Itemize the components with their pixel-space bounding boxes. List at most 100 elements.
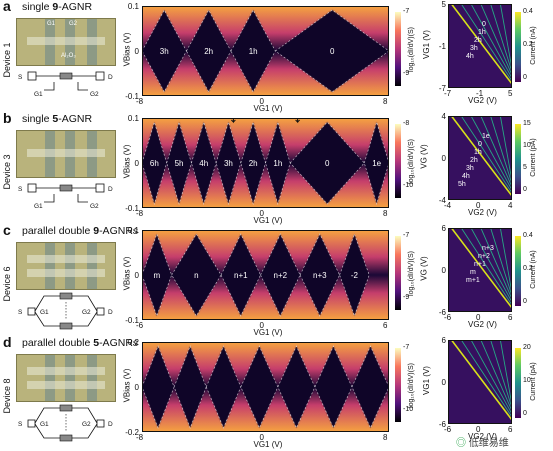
right-colorbar-tick: 10 xyxy=(523,377,531,384)
device-label: Device 6 xyxy=(2,266,12,302)
region-label: 1e xyxy=(372,159,381,168)
region-label: 0 xyxy=(330,47,335,56)
right-y-tick-label: 4 xyxy=(441,112,446,121)
x-tick-label: -6 xyxy=(136,321,144,330)
region-label: 0 xyxy=(325,159,330,168)
colorbar-tick: -7 xyxy=(403,8,410,15)
right-colorbar-tick: 15 xyxy=(523,120,531,127)
colorbar-tick: -7 xyxy=(403,344,410,351)
right-colorbar-tick: 0 xyxy=(523,298,527,305)
panel-letter: a xyxy=(3,0,11,14)
right-x-axis-label: VG2 (V) xyxy=(468,96,497,105)
state-label: 3h xyxy=(470,45,478,52)
sem-image xyxy=(16,130,116,178)
right-x-tick-label: 6 xyxy=(508,313,513,322)
panel-a: a single 9-AGNR Device 1 G1 G2 Al₂O₃ S D G1 G2 3h 2… xyxy=(0,0,553,113)
charge-stability-map: n+3 n+2 n+1 m m+1 xyxy=(448,225,513,312)
state-label: 2h xyxy=(474,37,482,44)
region-label: n+2 xyxy=(274,271,288,280)
right-x-axis-label: VG2 (V) xyxy=(468,320,497,329)
sem-label: G2 xyxy=(69,21,78,27)
region-label: 1h xyxy=(249,47,258,56)
x-tick-label: -8 xyxy=(136,209,144,218)
right-y-tick-label: -1 xyxy=(438,42,446,51)
sem-image xyxy=(16,354,116,402)
right-y-tick-label: -4 xyxy=(438,196,446,205)
right-y-tick-label: -7 xyxy=(438,84,446,93)
x-tick-label: 0 xyxy=(259,433,264,442)
x-tick-label: -8 xyxy=(136,97,144,106)
right-colorbar-label: Current (nA) xyxy=(529,26,537,65)
svg-text:D: D xyxy=(108,186,113,193)
y-tick-label: -0.2 xyxy=(125,428,139,437)
panel-letter: b xyxy=(3,110,12,126)
right-y-tick-label: 6 xyxy=(441,224,446,233)
state-label: 2h xyxy=(470,157,478,164)
device-label: Device 8 xyxy=(2,378,12,414)
y-tick-label: 0 xyxy=(134,159,139,168)
right-x-tick-label: -4 xyxy=(444,201,452,210)
svg-text:D: D xyxy=(108,74,113,81)
right-x-tick-label: -6 xyxy=(444,313,452,322)
right-colorbar xyxy=(515,348,521,418)
device-label: Device 1 xyxy=(2,42,12,78)
y-tick-label: 0.1 xyxy=(127,2,139,11)
device-schematic: S D G1 G2 xyxy=(14,178,118,222)
right-y-axis-label: VG1 (V) xyxy=(421,366,431,395)
x-axis-label: VG1 (V) xyxy=(253,328,283,337)
region-label: 2h xyxy=(249,159,258,168)
panel-d: d parallel double 5-AGNRs Device 8 S D G1 G2 VB… xyxy=(0,334,553,449)
y-tick-label: 0.1 xyxy=(127,226,139,235)
right-colorbar-tick: 0 xyxy=(523,186,527,193)
right-colorbar-label: Current (pA) xyxy=(529,138,537,177)
right-colorbar xyxy=(515,12,521,82)
colorbar-tick: -9 xyxy=(403,294,410,301)
right-x-tick-label: 4 xyxy=(508,201,513,210)
state-label: 5h xyxy=(458,181,466,188)
svg-text:S: S xyxy=(18,421,23,428)
svg-text:G1: G1 xyxy=(34,91,43,98)
right-x-tick-label: 0 xyxy=(476,201,481,210)
panel-title: single 9-AGNR xyxy=(22,1,93,13)
sem-image xyxy=(16,242,116,290)
panel-title: parallel double 9-AGNRs xyxy=(22,225,139,237)
region-label: 3h xyxy=(224,159,233,168)
stability-diagram xyxy=(142,342,389,432)
svg-text:G2: G2 xyxy=(82,309,91,316)
region-label: 4h xyxy=(199,159,208,168)
svg-text:G1: G1 xyxy=(34,203,43,210)
colorbar xyxy=(395,12,401,86)
region-label: n+3 xyxy=(313,271,327,280)
svg-text:G2: G2 xyxy=(90,91,99,98)
state-label: 1e xyxy=(482,133,490,140)
svg-text:G2: G2 xyxy=(90,203,99,210)
panel-letter: d xyxy=(3,334,12,350)
wechat-icon: ◎ xyxy=(456,438,466,449)
state-label: 3h xyxy=(466,165,474,172)
state-label: 1h xyxy=(474,149,482,156)
svg-text:D: D xyxy=(108,309,113,316)
y-tick-label: -0.1 xyxy=(125,92,139,101)
device-label: Device 3 xyxy=(2,154,12,190)
svg-text:S: S xyxy=(18,186,23,193)
svg-text:G1: G1 xyxy=(40,309,49,316)
colorbar xyxy=(395,124,401,198)
device-schematic: S D G1 G2 xyxy=(14,402,118,446)
colorbar-tick: -8 xyxy=(403,120,410,127)
panel-title: single 5-AGNR xyxy=(22,113,93,125)
right-y-axis-label: VG (V) xyxy=(419,256,429,281)
right-x-tick-label: -6 xyxy=(444,425,452,434)
colorbar-tick: -9 xyxy=(403,70,410,77)
y-tick-label: -0.1 xyxy=(125,316,139,325)
state-label: 4h xyxy=(466,53,474,60)
right-colorbar-tick: 5 xyxy=(523,164,527,171)
x-axis-label: VG1 (V) xyxy=(253,440,283,449)
svg-text:D: D xyxy=(108,421,113,428)
state-label: n+2 xyxy=(478,253,490,260)
state-label: m+1 xyxy=(466,277,480,284)
sem-image: G1 G2 Al₂O₃ xyxy=(16,18,116,66)
y-tick-label: 0 xyxy=(134,271,139,280)
colorbar xyxy=(395,236,401,310)
colorbar-tick: -7 xyxy=(403,232,410,239)
x-tick-label: 8 xyxy=(383,433,388,442)
